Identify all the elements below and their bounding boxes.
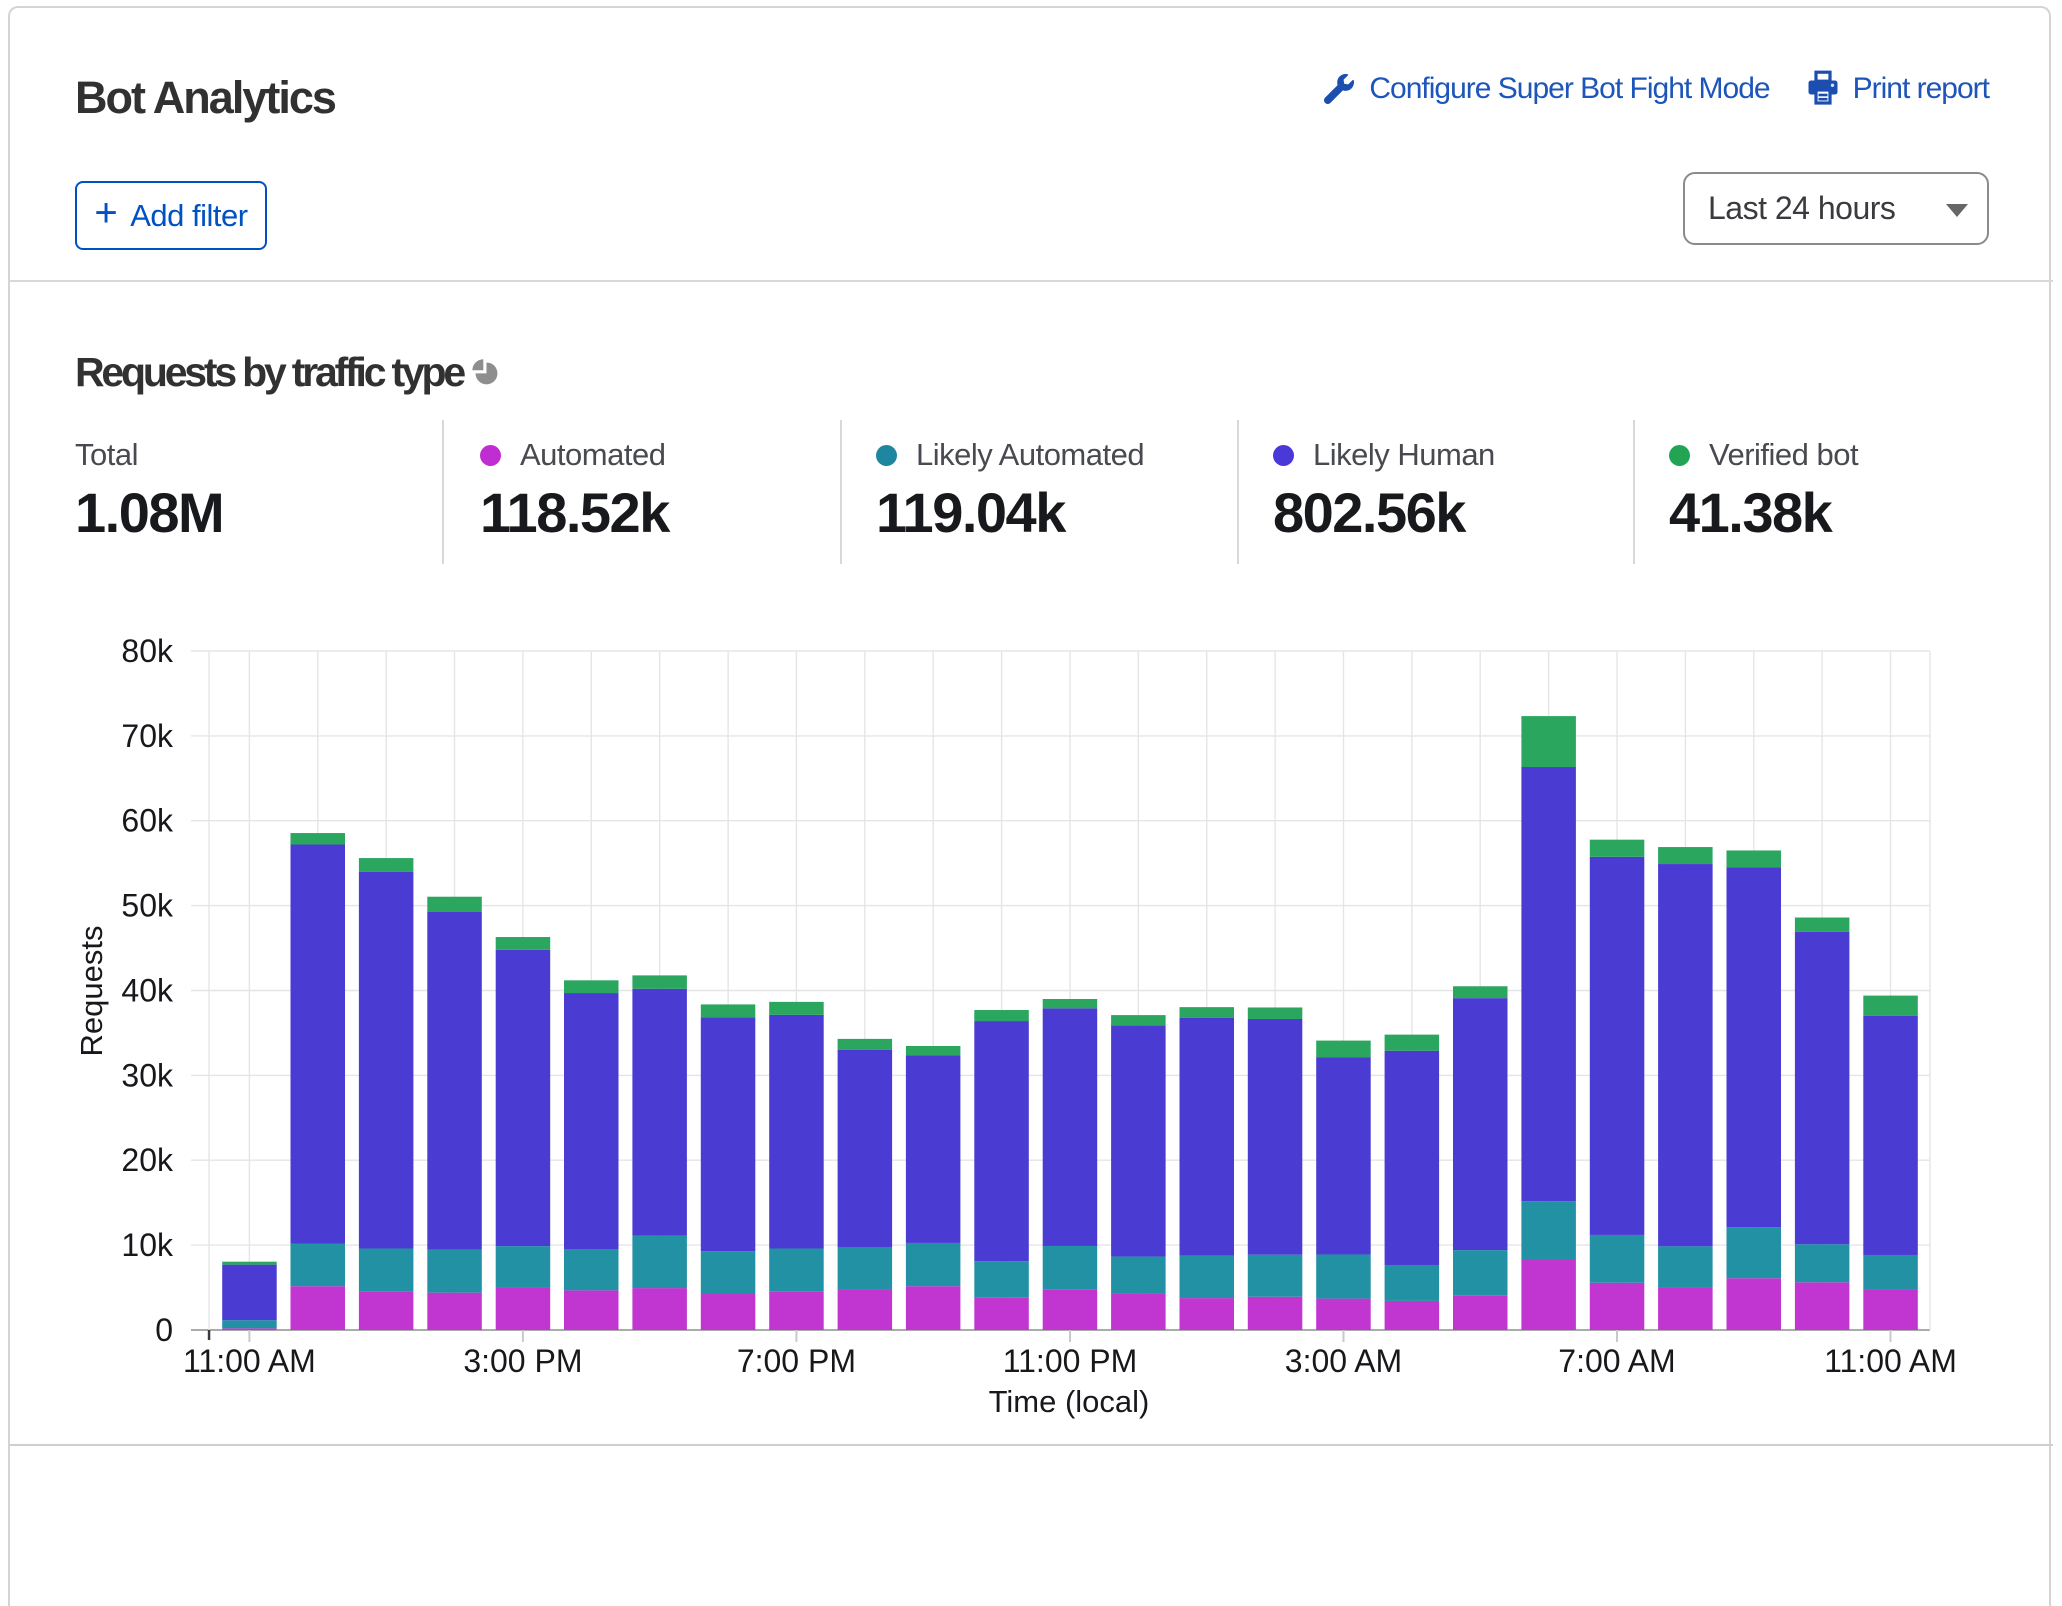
svg-text:60k: 60k bbox=[121, 803, 174, 839]
svg-text:11:00 PM: 11:00 PM bbox=[1003, 1343, 1138, 1379]
svg-text:70k: 70k bbox=[121, 718, 174, 754]
svg-text:Time (local): Time (local) bbox=[989, 1384, 1150, 1419]
svg-text:11:00 AM: 11:00 AM bbox=[183, 1343, 316, 1379]
svg-text:Requests: Requests bbox=[74, 926, 109, 1057]
svg-text:30k: 30k bbox=[121, 1057, 174, 1093]
svg-text:7:00 PM: 7:00 PM bbox=[737, 1343, 856, 1379]
svg-text:10k: 10k bbox=[121, 1227, 174, 1263]
svg-text:3:00 AM: 3:00 AM bbox=[1285, 1343, 1402, 1379]
svg-text:20k: 20k bbox=[121, 1142, 174, 1178]
svg-text:11:00 AM: 11:00 AM bbox=[1824, 1343, 1957, 1379]
svg-text:80k: 80k bbox=[121, 633, 174, 669]
svg-text:0: 0 bbox=[155, 1312, 173, 1348]
svg-text:7:00 AM: 7:00 AM bbox=[1558, 1343, 1675, 1379]
svg-text:50k: 50k bbox=[121, 888, 174, 924]
svg-text:40k: 40k bbox=[121, 973, 174, 1009]
svg-text:3:00 PM: 3:00 PM bbox=[463, 1343, 582, 1379]
